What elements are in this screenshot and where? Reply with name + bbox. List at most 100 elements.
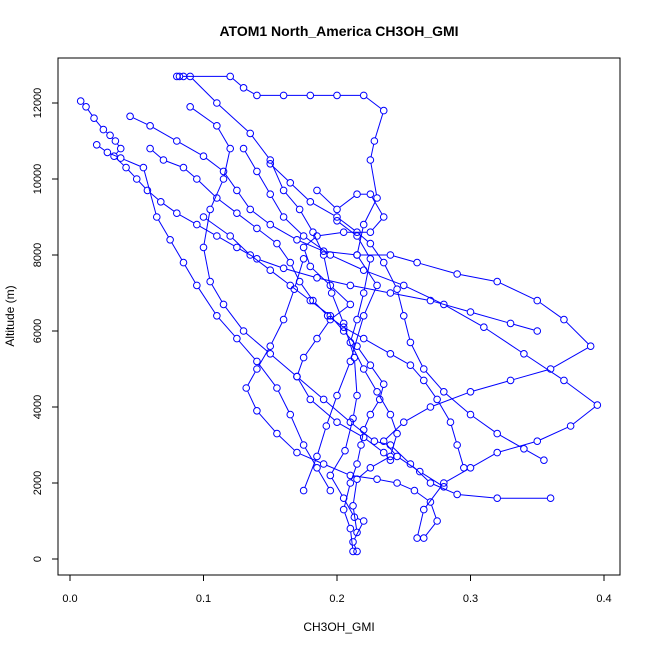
series-segment xyxy=(345,421,353,448)
data-point xyxy=(386,410,395,419)
data-point xyxy=(146,144,154,153)
series-segment xyxy=(370,163,377,195)
series-segment xyxy=(211,182,223,207)
data-point xyxy=(266,160,275,168)
data-point xyxy=(219,175,228,183)
series-segment xyxy=(404,319,411,340)
series-segment xyxy=(377,441,388,445)
data-point xyxy=(386,350,395,358)
data-point xyxy=(273,384,281,392)
series-segment xyxy=(278,246,289,261)
data-point xyxy=(373,388,381,396)
data-point xyxy=(466,388,475,396)
series-segment xyxy=(305,341,316,356)
series-segment xyxy=(271,322,283,344)
data-point xyxy=(357,441,365,449)
data-point xyxy=(366,228,375,236)
series-segment xyxy=(306,237,328,254)
data-point xyxy=(90,114,98,122)
series-segment xyxy=(380,479,394,483)
series-segment xyxy=(473,380,508,392)
data-point xyxy=(239,84,248,92)
data-point xyxy=(399,281,408,290)
data-point xyxy=(346,357,355,366)
series-segment xyxy=(298,379,309,397)
series-segment xyxy=(301,284,312,299)
data-point xyxy=(346,479,355,487)
data-point xyxy=(273,429,281,438)
data-point xyxy=(566,422,575,430)
series-segment xyxy=(339,218,355,231)
series-segment xyxy=(378,394,390,412)
series-segment xyxy=(344,501,354,515)
series-segment xyxy=(337,364,350,393)
series-segment xyxy=(500,441,535,453)
series-segment xyxy=(206,218,228,235)
data-point xyxy=(306,91,315,100)
series-segment xyxy=(353,544,357,549)
series-segment xyxy=(304,447,316,466)
data-point xyxy=(233,209,241,217)
data-point xyxy=(179,163,188,172)
data-point xyxy=(506,319,515,328)
data-point xyxy=(175,72,184,81)
data-point xyxy=(326,251,335,259)
data-point xyxy=(359,517,368,525)
series-segment xyxy=(291,417,303,442)
series-segment xyxy=(425,371,442,390)
series-segment xyxy=(357,448,361,461)
series-segment xyxy=(438,402,450,420)
series-segment xyxy=(350,319,364,359)
data-point xyxy=(446,418,455,427)
data-point xyxy=(286,179,295,187)
data-point xyxy=(413,258,421,267)
data-point xyxy=(349,538,357,546)
data-point xyxy=(266,156,275,164)
data-point xyxy=(206,205,214,214)
data-point xyxy=(213,232,221,240)
data-point xyxy=(353,342,361,351)
data-point xyxy=(319,395,328,404)
data-point xyxy=(359,433,368,442)
series-segment xyxy=(344,512,350,526)
series-segment xyxy=(247,371,256,386)
data-point xyxy=(253,91,261,100)
x-tick-label: 0.0 xyxy=(62,593,77,605)
data-point xyxy=(313,232,321,240)
data-point xyxy=(440,479,448,487)
series-segment xyxy=(305,237,315,246)
series-segment xyxy=(192,108,215,125)
data-point xyxy=(213,99,221,107)
data-point xyxy=(309,228,317,236)
series-segment xyxy=(271,196,283,215)
series-segment xyxy=(284,292,294,317)
data-point xyxy=(586,342,595,351)
data-point xyxy=(373,194,381,202)
series-segment xyxy=(238,192,249,207)
series-segment xyxy=(366,439,382,451)
series-segment xyxy=(553,347,588,368)
data-point xyxy=(239,327,248,335)
x-tick-label: 0.4 xyxy=(596,593,611,605)
data-point xyxy=(295,277,304,286)
data-point xyxy=(386,289,395,297)
data-point xyxy=(339,505,348,514)
series-segment xyxy=(422,473,442,486)
data-point xyxy=(313,274,321,282)
data-point xyxy=(353,315,361,324)
data-point xyxy=(313,452,321,461)
data-point xyxy=(253,224,261,233)
data-point xyxy=(319,460,328,468)
series-segment xyxy=(258,348,269,367)
data-point xyxy=(410,486,419,495)
data-point xyxy=(173,72,181,81)
series-segment xyxy=(450,425,457,442)
data-point xyxy=(306,198,315,206)
series-segment xyxy=(460,274,494,282)
data-point xyxy=(179,258,188,267)
data-point xyxy=(386,251,395,259)
data-point xyxy=(339,327,348,335)
data-point xyxy=(295,205,304,214)
series-segment xyxy=(246,89,255,95)
data-point xyxy=(213,194,221,202)
